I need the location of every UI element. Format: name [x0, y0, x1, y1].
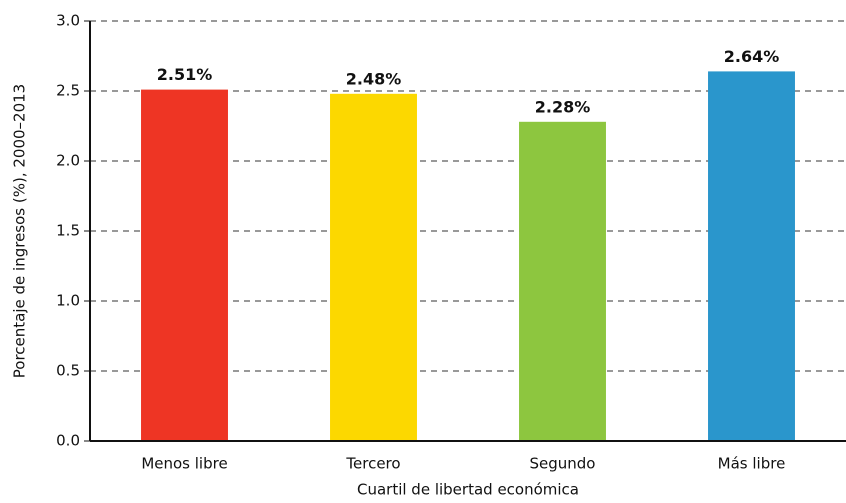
x-tick-label: Tercero — [345, 455, 400, 473]
bar — [519, 121, 606, 442]
y-tick-label: 0.5 — [56, 362, 80, 380]
x-tick-label: Segundo — [530, 455, 596, 473]
bar — [330, 93, 417, 442]
value-label: 2.28% — [535, 97, 591, 116]
x-axis-title: Cuartil de libertad económica — [357, 481, 579, 499]
y-tick-label: 1.5 — [56, 222, 80, 240]
y-tick-label: 2.5 — [56, 82, 80, 100]
y-axis-title: Porcentaje de ingresos (%), 2000–2013 — [11, 84, 29, 378]
y-tick-label: 0.0 — [56, 432, 80, 450]
bar — [708, 71, 795, 442]
value-label: 2.48% — [346, 69, 402, 88]
y-tick-label: 3.0 — [56, 12, 80, 30]
x-tick-label: Más libre — [718, 455, 786, 473]
y-tick-label: 1.0 — [56, 292, 80, 310]
y-tick-label: 2.0 — [56, 152, 80, 170]
x-tick-label: Menos libre — [141, 455, 227, 473]
value-label: 2.51% — [157, 65, 213, 84]
bar — [141, 89, 228, 441]
value-label: 2.64% — [724, 47, 780, 66]
